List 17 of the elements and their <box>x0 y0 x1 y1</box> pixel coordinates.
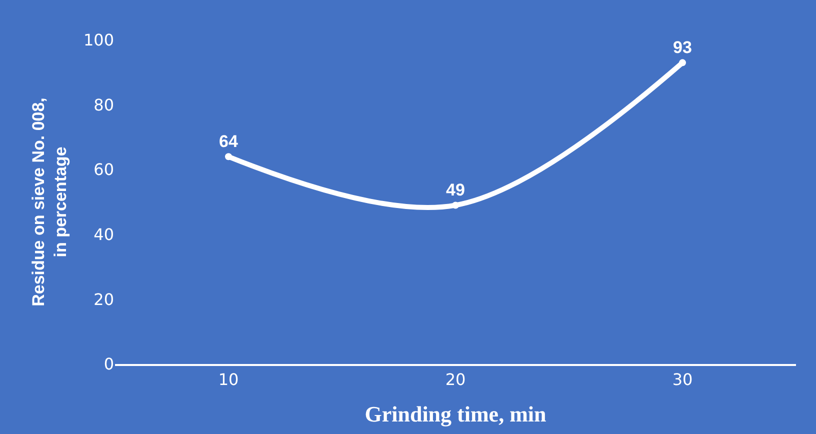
x-axis-title: Grinding time, min <box>364 402 546 427</box>
y-tick-label: 80 <box>94 95 114 114</box>
y-tick-label: 0 <box>104 354 114 374</box>
point <box>452 202 459 209</box>
point <box>679 59 686 66</box>
y-tick-label: 20 <box>94 290 114 309</box>
y-tick-label: 100 <box>83 30 114 50</box>
data-label: 93 <box>673 38 692 58</box>
x-tick-label: 30 <box>672 370 693 390</box>
x-tick-label: 20 <box>445 370 466 390</box>
data-label: 64 <box>219 132 238 152</box>
data-label: 49 <box>446 180 465 200</box>
y-axis-title: Residue on sieve No. 008, in percentage <box>28 98 70 306</box>
y-tick-label: 60 <box>94 160 114 180</box>
point <box>225 153 232 160</box>
x-tick-label: 10 <box>218 370 239 390</box>
y-tick-label: 40 <box>94 225 114 244</box>
